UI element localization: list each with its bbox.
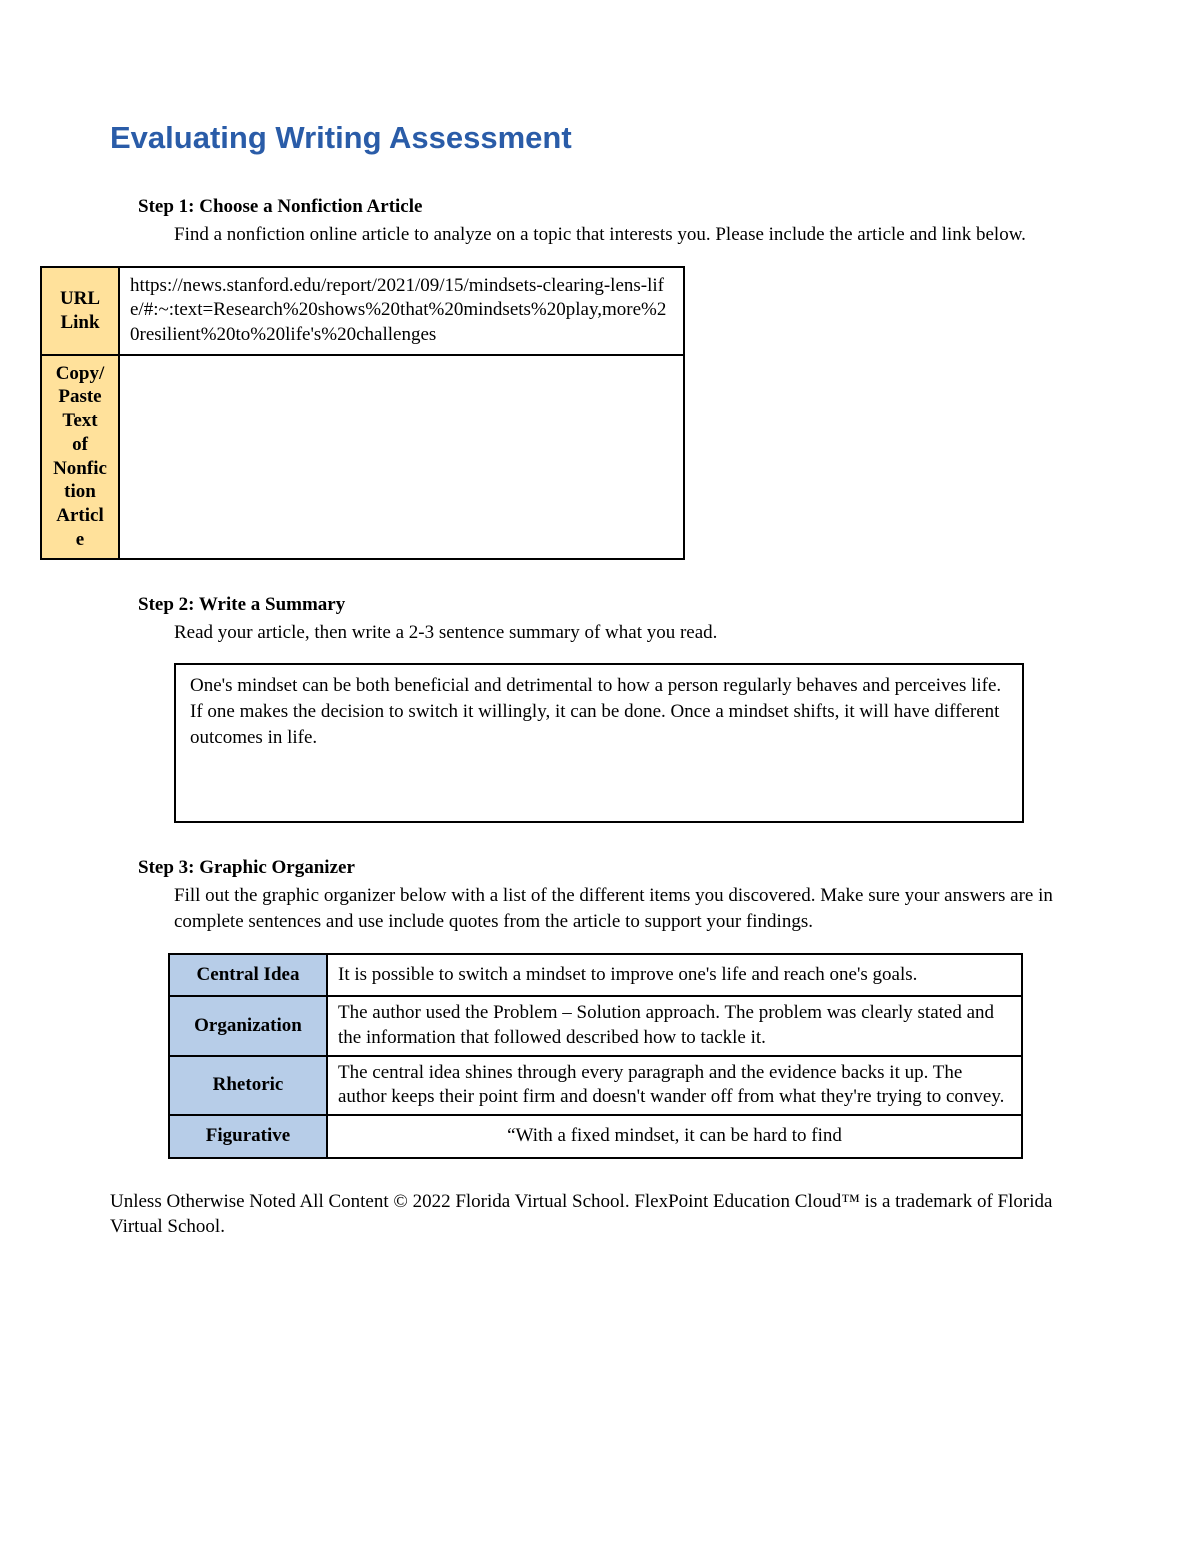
table-row: Organization The author used the Problem…: [169, 996, 1022, 1055]
rhetoric-value: The central idea shines through every pa…: [327, 1056, 1022, 1115]
central-idea-value: It is possible to switch a mindset to im…: [327, 954, 1022, 997]
url-link-value: https://news.stanford.edu/report/2021/09…: [119, 267, 684, 355]
organization-label: Organization: [169, 996, 327, 1055]
table-row: URL Link https://news.stanford.edu/repor…: [41, 267, 684, 355]
page-title: Evaluating Writing Assessment: [110, 120, 1090, 156]
url-link-label: URL Link: [41, 267, 119, 355]
table-row: Copy/PasteTextofNonfictionArticle: [41, 355, 684, 559]
table-row: Central Idea It is possible to switch a …: [169, 954, 1022, 997]
step2-block: Step 2: Write a Summary Read your articl…: [110, 594, 1090, 824]
step2-desc: Read your article, then write a 2-3 sent…: [174, 620, 1090, 646]
figurative-label: Figurative: [169, 1115, 327, 1158]
copy-paste-value: [119, 355, 684, 559]
step3-block: Step 3: Graphic Organizer Fill out the g…: [110, 857, 1090, 1158]
copyright-footer: Unless Otherwise Noted All Content © 202…: [110, 1189, 1090, 1240]
summary-box: One's mindset can be both beneficial and…: [174, 663, 1024, 823]
central-idea-label: Central Idea: [169, 954, 327, 997]
copy-paste-label: Copy/PasteTextofNonfictionArticle: [41, 355, 119, 559]
step3-desc: Fill out the graphic organizer below wit…: [174, 883, 1090, 934]
document-page: Evaluating Writing Assessment Step 1: Ch…: [0, 0, 1200, 1553]
step1-desc: Find a nonfiction online article to anal…: [174, 222, 1090, 248]
step3-heading: Step 3: Graphic Organizer: [138, 857, 1090, 879]
rhetoric-label: Rhetoric: [169, 1056, 327, 1115]
step1-heading: Step 1: Choose a Nonfiction Article: [138, 196, 1090, 218]
table-row: Rhetoric The central idea shines through…: [169, 1056, 1022, 1115]
step1-block: Step 1: Choose a Nonfiction Article Find…: [110, 196, 1090, 560]
table-row: Figurative “With a fixed mindset, it can…: [169, 1115, 1022, 1158]
organization-value: The author used the Problem – Solution a…: [327, 996, 1022, 1055]
figurative-value: “With a fixed mindset, it can be hard to…: [327, 1115, 1022, 1158]
step2-heading: Step 2: Write a Summary: [138, 594, 1090, 616]
graphic-organizer-table: Central Idea It is possible to switch a …: [168, 953, 1023, 1159]
step1-table: URL Link https://news.stanford.edu/repor…: [40, 266, 685, 560]
